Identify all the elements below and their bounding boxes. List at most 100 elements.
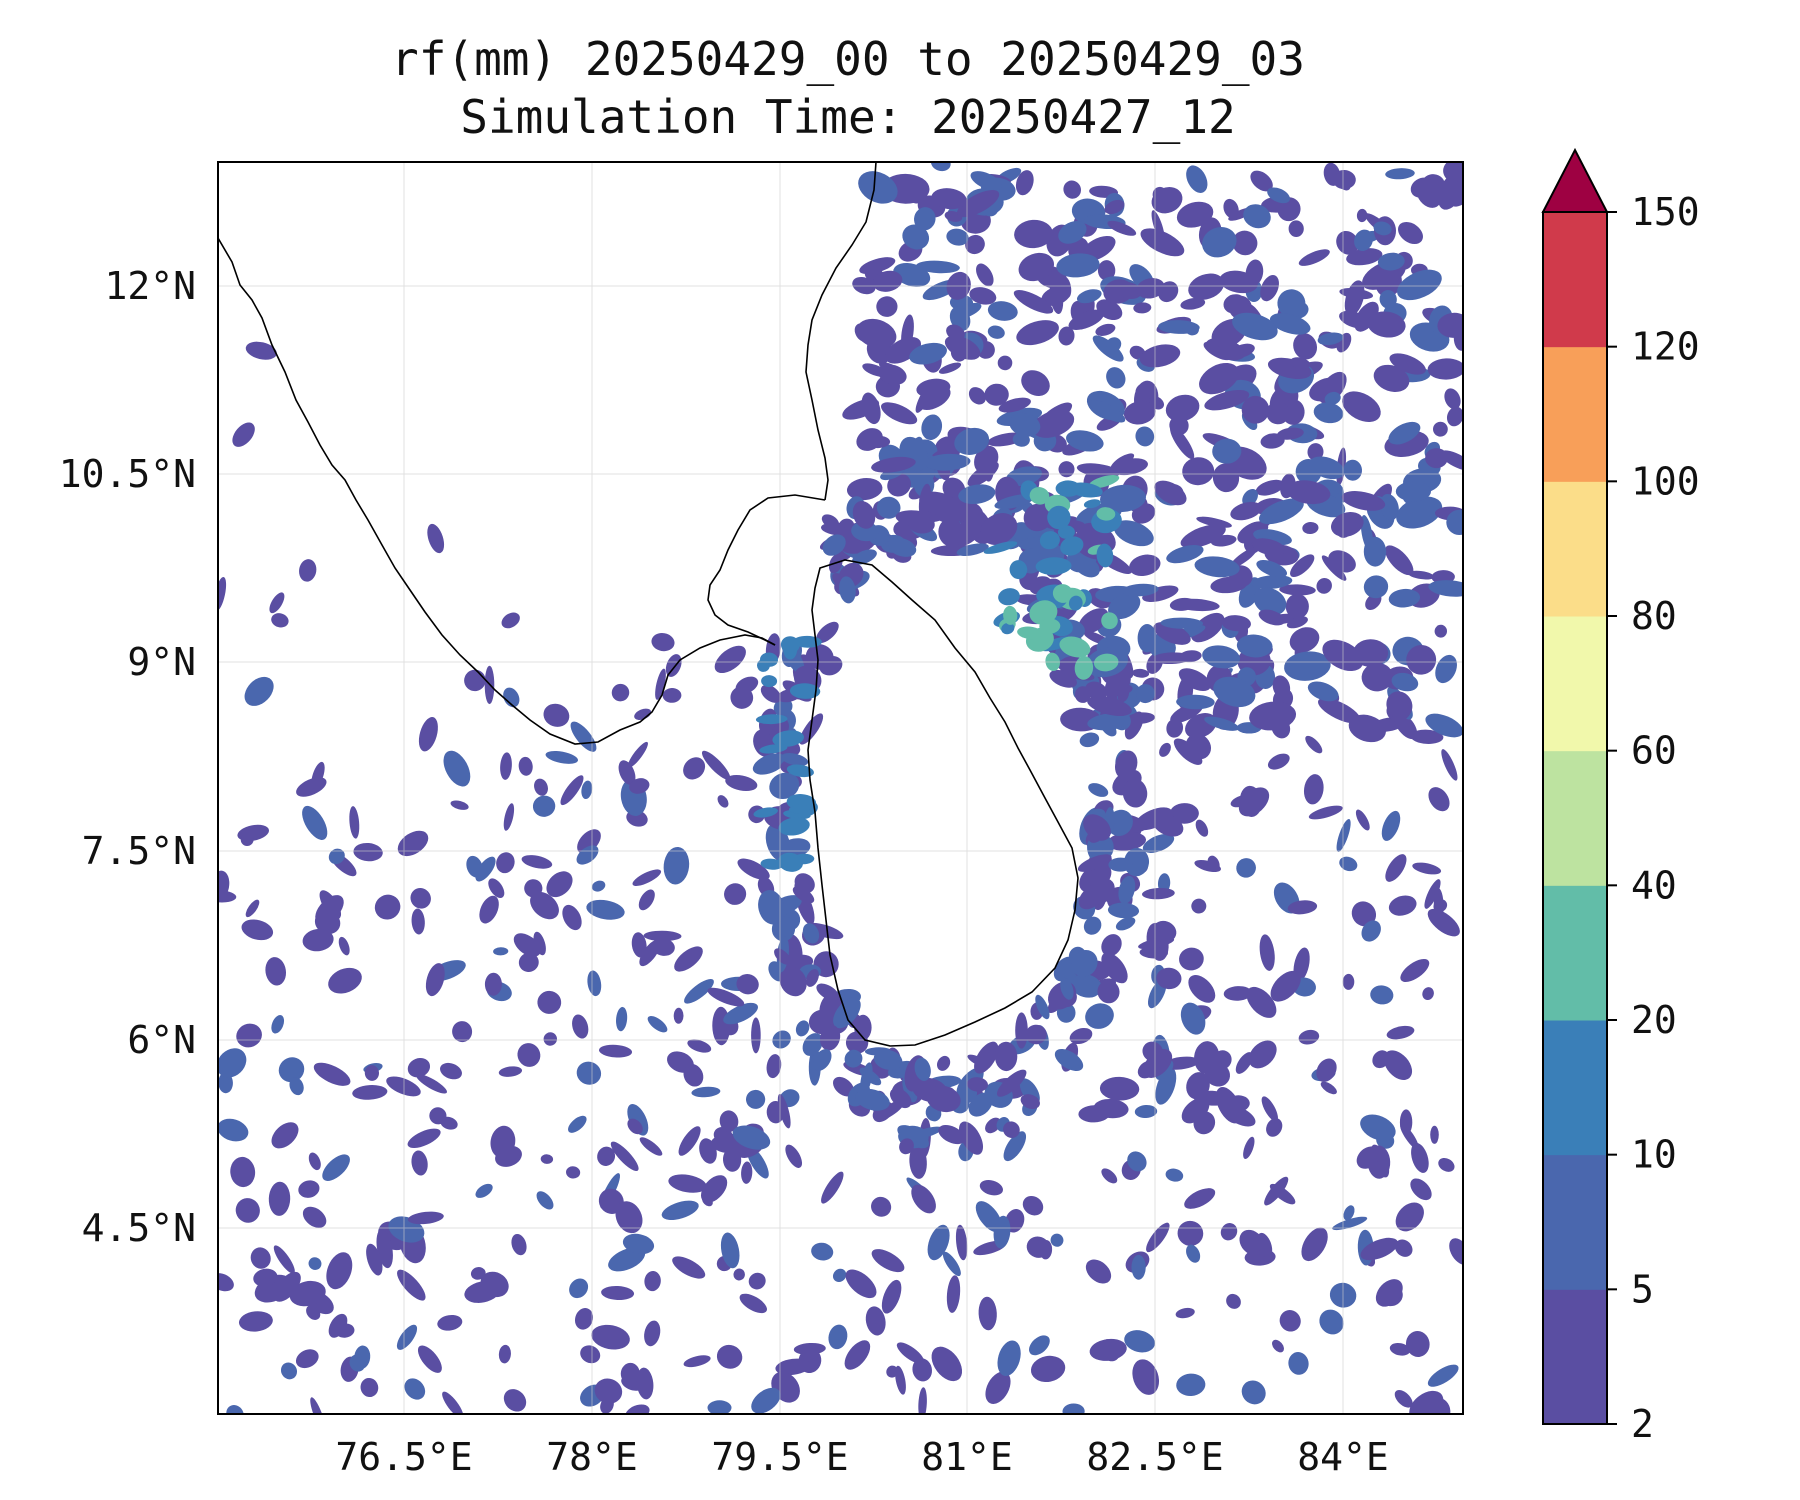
rainfall-cell [724, 883, 747, 905]
rainfall-cell [780, 636, 800, 654]
rainfall-cell [1023, 503, 1053, 532]
rainfall-cell [957, 190, 1000, 218]
rainfall-cell [793, 1342, 826, 1355]
rainfall-cell [632, 869, 662, 886]
rainfall-cell [1286, 616, 1308, 629]
rainfall-cell [908, 515, 935, 534]
rainfall-cell [766, 1054, 782, 1079]
rainfall-cell [560, 775, 584, 806]
rainfall-cell [1360, 1114, 1396, 1141]
rainfall-cell [407, 1211, 444, 1225]
rainfall-cell [618, 760, 636, 785]
rainfall-cell [411, 1150, 428, 1176]
rainfall-cell [245, 341, 277, 360]
rainfall-cell [1343, 459, 1363, 481]
rainfall-cell [1135, 383, 1153, 401]
rainfall-cell [411, 908, 425, 935]
rainfall-cell [1225, 1095, 1250, 1113]
rainfall-cell [1370, 985, 1394, 1005]
rainfall-cell [1434, 624, 1448, 638]
lon-label: 84°E [1297, 1435, 1389, 1479]
rainfall-cell [1320, 1081, 1337, 1095]
rainfall-cell [1058, 221, 1087, 244]
rainfall-cell [1068, 595, 1083, 611]
rainfall-cell [773, 698, 793, 717]
rainfall-cell [1400, 1123, 1419, 1150]
rainfall-cell [1318, 698, 1361, 724]
rainfall-cell [950, 343, 968, 362]
rainfall-cell [1385, 545, 1414, 576]
rainfall-cell [921, 414, 943, 440]
rainfall-cell [1135, 426, 1155, 447]
rainfall-cell [651, 633, 675, 652]
lat-label: 9°N [127, 640, 196, 684]
rainfall-cell [1017, 626, 1043, 640]
rainfall-cell [622, 1233, 655, 1255]
rainfall-cell [1196, 516, 1232, 528]
rainfall-cell [1079, 732, 1100, 748]
lon-label: 78°E [546, 1435, 638, 1479]
rainfall-cell [574, 1307, 594, 1330]
rainfall-cell [1386, 1025, 1415, 1040]
rainfall-cell [1111, 458, 1148, 476]
rainfall-cell [404, 1378, 426, 1400]
rainfall-cell [374, 894, 401, 920]
rainfall-cell [1223, 198, 1239, 219]
rainfall-cell [1269, 313, 1311, 335]
rainfall-cell [1191, 898, 1207, 914]
rainfall-cell [639, 1137, 663, 1156]
rainfall-cell [1410, 177, 1435, 198]
rainfall-cell [1235, 1052, 1253, 1074]
rainfall-cell [562, 904, 582, 931]
rainfall-cell [855, 1088, 890, 1111]
rainfall-cell [684, 978, 714, 1004]
rainfall-cell [594, 1378, 623, 1404]
rainfall-cell [927, 1224, 950, 1261]
colorbar-segments [1543, 212, 1607, 1425]
rainfall-cell [1055, 480, 1081, 497]
rainfall-cell [503, 687, 520, 708]
rainfall-cell [1305, 735, 1323, 754]
rainfall-cell [1132, 668, 1150, 678]
rainfall-cell [1181, 1097, 1210, 1124]
rainfall-cell [1107, 220, 1137, 236]
rainfall-cell [985, 1117, 1001, 1134]
rainfall-cell [852, 549, 877, 565]
rainfall-cell [1226, 1293, 1241, 1309]
rainfall-cell [1022, 1195, 1044, 1216]
rainfall-cell [611, 683, 630, 702]
rainfall-cell [786, 764, 814, 778]
rainfall-cell [1065, 430, 1104, 452]
rainfall-cell [586, 899, 625, 920]
rainfall-cell [308, 1257, 322, 1270]
rainfall-cell [364, 1065, 380, 1081]
rainfall-cell [418, 717, 438, 752]
rainfall-cell [1223, 986, 1253, 1001]
colorbar-segment [1543, 885, 1607, 1021]
rainfall-cell [1441, 749, 1458, 781]
rainfall-cell [498, 1344, 511, 1364]
rainfall-cell [1388, 588, 1421, 608]
rainfall-cell [996, 1069, 1027, 1097]
rainfall-cell [856, 428, 883, 451]
rainfall-contours [218, 162, 1463, 1414]
rainfall-cell [1158, 320, 1200, 334]
rainfall-cell [631, 932, 647, 958]
rainfall-cell [701, 750, 731, 780]
rainfall-cell [1070, 974, 1102, 998]
colorbar-tick-label: 80 [1631, 594, 1677, 638]
rainfall-cell [1009, 412, 1041, 437]
rainfall-cell [751, 1387, 781, 1414]
rainfall-cell [895, 1365, 906, 1395]
rainfall-cell [1256, 1232, 1273, 1258]
rainfall-cell [597, 1146, 616, 1166]
rainfall-cell [873, 1049, 903, 1071]
rainfall-cell [997, 1340, 1021, 1376]
rainfall-cell [1083, 499, 1101, 509]
rainfall-cell [1272, 1339, 1284, 1353]
rainfall-cell [1142, 833, 1175, 853]
rainfall-cell [1229, 547, 1258, 569]
lon-label: 82.5°E [1086, 1435, 1223, 1479]
rainfall-cell [521, 855, 553, 869]
rainfall-cell [1143, 1049, 1173, 1078]
